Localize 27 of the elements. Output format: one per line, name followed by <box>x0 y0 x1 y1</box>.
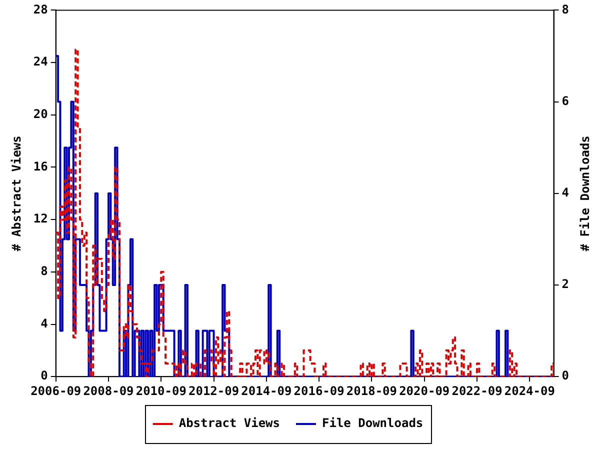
y-tick-label: 28 <box>33 2 48 16</box>
x-tick-label: 2024-09 <box>504 384 555 398</box>
legend-label: File Downloads <box>322 416 424 430</box>
y-tick-label: 24 <box>33 54 48 69</box>
legend-label: Abstract Views <box>178 416 280 430</box>
y2-tick-label: 6 <box>562 94 570 108</box>
y2-tick-label: 4 <box>562 186 570 200</box>
x-tick-label: 2014-09 <box>241 384 292 398</box>
y-tick-label: 4 <box>40 316 48 330</box>
x-tick-label: 2016-09 <box>294 384 344 398</box>
y2-tick-label: 2 <box>562 277 570 292</box>
y-tick-label: 0 <box>40 368 48 383</box>
x-tick-label: 2022-09 <box>452 384 502 398</box>
x-tick-label: 2020-09 <box>399 384 450 398</box>
x-tick-label: 2006-09 <box>30 384 82 398</box>
x-tick-label: 2008-09 <box>83 384 134 398</box>
y-tick-label: 20 <box>33 107 48 122</box>
y-tick-label: 12 <box>33 212 48 226</box>
y2-tick-label: 0 <box>562 368 570 383</box>
y2-axis-title: # File Downloads <box>578 136 592 252</box>
y-axis-title: # Abstract Views <box>9 136 24 252</box>
y2-tick-label: 8 <box>562 2 570 16</box>
x-tick-label: 2010-09 <box>136 384 186 398</box>
x-tick-label: 2012-09 <box>188 384 240 398</box>
y-tick-label: 16 <box>33 159 48 174</box>
y-tick-label: 8 <box>40 264 48 278</box>
x-tick-label: 2018-09 <box>346 384 398 398</box>
